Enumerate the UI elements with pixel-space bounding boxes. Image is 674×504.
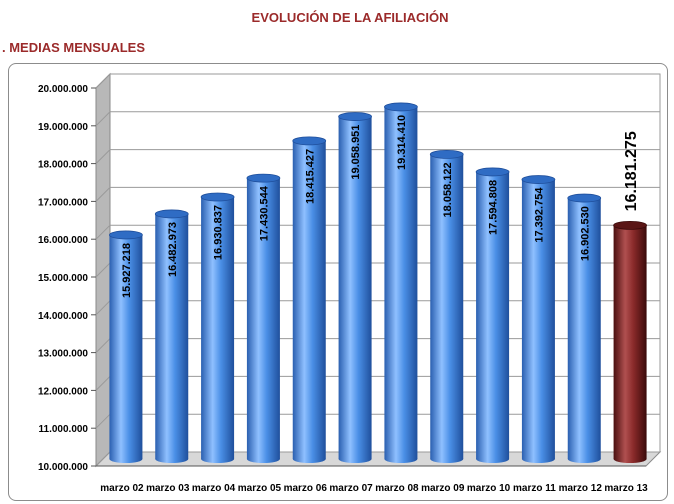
bar-bottom <box>292 455 326 463</box>
bar-body <box>292 140 326 460</box>
bar <box>429 150 464 463</box>
bar-body <box>109 234 143 459</box>
bar-top <box>567 193 602 203</box>
bar-bottom <box>384 455 418 463</box>
x-tick-label: marzo 08 <box>375 483 419 494</box>
bar-value-label: 17.392.754 <box>533 187 545 243</box>
bar <box>154 209 189 463</box>
bar-top <box>384 102 418 112</box>
bar-bottom <box>613 455 647 463</box>
x-tick-label: marzo 10 <box>467 483 511 494</box>
bar-value-label: 19.314.410 <box>396 115 408 170</box>
bar-body <box>201 197 235 460</box>
bar-top <box>475 167 510 177</box>
bar-bottom <box>109 455 143 463</box>
bar-top <box>292 136 327 146</box>
bar-bottom <box>567 455 601 463</box>
bar-top <box>613 220 647 230</box>
bar-value-label: 19.058.951 <box>350 125 362 180</box>
y-tick-label: 17.000.000 <box>38 197 88 208</box>
bar <box>109 230 143 463</box>
bar <box>567 193 602 463</box>
chart-subtitle: . MEDIAS MENSUALES <box>2 40 146 55</box>
bar <box>338 112 372 463</box>
bar <box>200 192 235 463</box>
bar-value-label: 17.430.544 <box>258 185 270 241</box>
bar-bottom <box>155 455 189 463</box>
bar <box>521 175 556 463</box>
bar-body <box>567 198 601 460</box>
y-tick-label: 16.000.000 <box>38 235 88 246</box>
bar-bottom <box>338 455 372 463</box>
bar-bottom <box>201 455 235 463</box>
bar-body <box>338 116 372 459</box>
x-tick-label: marzo 06 <box>284 483 328 494</box>
bar-top <box>338 112 372 121</box>
y-tick-label: 13.000.000 <box>38 349 88 360</box>
bar <box>475 167 510 463</box>
bar-top <box>109 230 143 240</box>
bar-bottom <box>521 455 555 463</box>
y-tick-label: 12.000.000 <box>38 386 88 397</box>
bar-top <box>429 150 464 159</box>
gridline <box>95 73 660 89</box>
x-tick-label: marzo 12 <box>559 483 603 494</box>
bar-top <box>521 175 556 184</box>
bar-value-label: 16.902.530 <box>579 206 591 261</box>
bar-value-label: 17.594.808 <box>488 180 500 235</box>
bar-body <box>613 225 647 459</box>
bar-value-label: 18.058.122 <box>442 162 454 217</box>
bar-value-label: 15.927.218 <box>121 243 133 298</box>
x-tick-label: marzo 03 <box>146 483 190 494</box>
bar-body <box>384 106 418 460</box>
chart-title: EVOLUCIÓN DE LA AFILIACIÓN <box>251 10 449 25</box>
y-tick-label: 18.000.000 <box>38 160 88 171</box>
bar-body <box>430 154 464 459</box>
y-tick-label: 11.000.000 <box>39 424 89 435</box>
x-tick-label: marzo 02 <box>100 483 144 494</box>
bar <box>246 173 281 463</box>
bar-highlight <box>613 220 647 463</box>
bar-body <box>521 179 555 459</box>
bar-top <box>246 173 281 183</box>
bar-bottom <box>430 455 464 463</box>
bar-value-label: 18.415.427 <box>304 149 316 204</box>
bar-body <box>246 178 280 460</box>
bar-body <box>476 171 510 459</box>
y-tick-label: 14.000.000 <box>38 311 88 322</box>
y-tick-label: 10.000.000 <box>38 462 88 473</box>
gridline <box>95 149 660 164</box>
y-tick-label: 19.000.000 <box>38 122 88 133</box>
gridline <box>95 111 660 127</box>
bar-bottom <box>476 455 510 463</box>
x-tick-label: marzo 07 <box>329 483 373 494</box>
x-tick-label: marzo 09 <box>421 483 465 494</box>
x-tick-label: marzo 11 <box>513 483 556 494</box>
y-tick-label: 20.000.000 <box>38 84 88 95</box>
x-tick-label: marzo 04 <box>192 483 236 494</box>
x-tick-label: marzo 13 <box>604 483 648 494</box>
y-tick-label: 15.000.000 <box>38 273 88 284</box>
bar-value-label: 16.930.837 <box>213 205 225 260</box>
x-tick-label: marzo 05 <box>238 483 282 494</box>
bar-top <box>154 209 189 219</box>
bar-bottom <box>246 455 280 463</box>
bar <box>384 102 418 463</box>
bar-value-label: 16.181.275 <box>623 131 640 211</box>
bar-top <box>200 192 235 202</box>
bar <box>292 136 327 463</box>
bar-value-label: 16.482.973 <box>167 222 179 277</box>
bar-body <box>155 213 189 459</box>
